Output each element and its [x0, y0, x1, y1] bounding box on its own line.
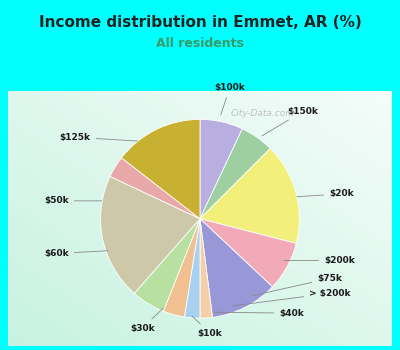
- Wedge shape: [200, 219, 212, 318]
- Text: $150k: $150k: [262, 107, 318, 136]
- Text: $75k: $75k: [252, 274, 342, 296]
- Wedge shape: [200, 119, 242, 219]
- Wedge shape: [200, 219, 296, 287]
- Text: $20k: $20k: [297, 189, 354, 198]
- Text: Income distribution in Emmet, AR (%): Income distribution in Emmet, AR (%): [39, 15, 361, 30]
- Text: $200k: $200k: [284, 256, 355, 265]
- Wedge shape: [184, 219, 200, 318]
- Wedge shape: [200, 129, 270, 219]
- Text: All residents: All residents: [156, 37, 244, 50]
- Wedge shape: [200, 148, 299, 244]
- Text: > $200k: > $200k: [232, 289, 351, 306]
- Wedge shape: [122, 119, 200, 219]
- Text: $40k: $40k: [215, 309, 304, 318]
- Wedge shape: [110, 158, 200, 219]
- Wedge shape: [101, 176, 200, 293]
- Text: $60k: $60k: [44, 249, 108, 258]
- Wedge shape: [200, 219, 272, 317]
- Text: $10k: $10k: [192, 316, 222, 337]
- Text: $100k: $100k: [214, 83, 245, 115]
- Text: $50k: $50k: [44, 196, 102, 205]
- Text: $30k: $30k: [130, 308, 163, 332]
- Wedge shape: [164, 219, 200, 317]
- Text: $125k: $125k: [60, 133, 138, 142]
- Text: City-Data.com: City-Data.com: [230, 110, 294, 118]
- Wedge shape: [134, 219, 200, 311]
